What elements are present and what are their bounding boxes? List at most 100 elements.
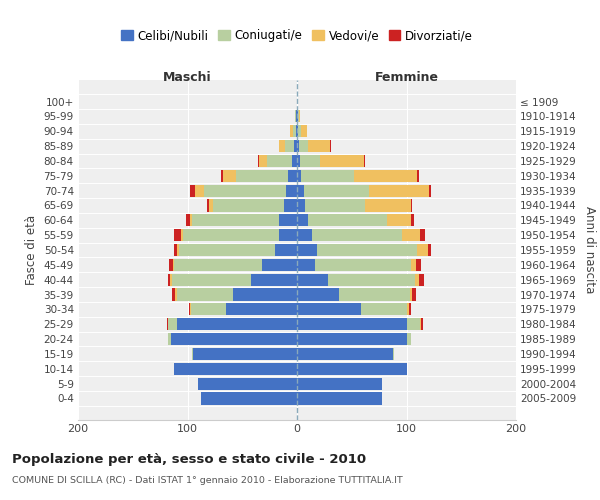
Bar	[419, 318, 421, 330]
Bar	[430, 184, 431, 196]
Bar	[297, 155, 300, 167]
Bar	[402, 229, 419, 241]
Bar	[181, 229, 183, 241]
Bar	[297, 125, 298, 138]
Bar	[407, 318, 419, 330]
Bar	[297, 200, 305, 211]
Bar	[364, 155, 365, 167]
Bar	[204, 184, 286, 196]
Bar	[212, 200, 284, 211]
Bar	[190, 184, 195, 196]
Bar	[223, 170, 236, 182]
Bar	[179, 244, 275, 256]
Bar	[314, 259, 411, 271]
Bar	[207, 200, 209, 211]
Bar	[259, 155, 268, 167]
Bar	[297, 229, 313, 241]
Bar	[305, 200, 365, 211]
Bar	[411, 259, 416, 271]
Bar	[296, 110, 297, 122]
Bar	[190, 214, 192, 226]
Bar	[275, 244, 297, 256]
Bar	[320, 155, 364, 167]
Bar	[167, 318, 168, 330]
Bar	[297, 214, 308, 226]
Bar	[285, 140, 294, 152]
Bar	[419, 274, 424, 286]
Bar	[176, 318, 297, 330]
Bar	[409, 304, 411, 316]
Bar	[415, 274, 419, 286]
Bar	[297, 288, 338, 300]
Bar	[168, 318, 176, 330]
Bar	[308, 140, 330, 152]
Bar	[304, 184, 369, 196]
Bar	[354, 170, 418, 182]
Bar	[280, 229, 297, 241]
Bar	[301, 125, 307, 138]
Bar	[300, 155, 320, 167]
Bar	[298, 110, 299, 122]
Bar	[301, 170, 354, 182]
Bar	[233, 288, 297, 300]
Bar	[183, 229, 280, 241]
Bar	[286, 184, 297, 196]
Bar	[191, 304, 226, 316]
Bar	[361, 304, 407, 316]
Bar	[416, 259, 421, 271]
Bar	[168, 333, 171, 345]
Bar	[407, 333, 411, 345]
Bar	[193, 348, 297, 360]
Bar	[257, 155, 259, 167]
Text: Maschi: Maschi	[163, 70, 212, 84]
Bar	[173, 259, 175, 271]
Bar	[294, 140, 297, 152]
Y-axis label: Anni di nascita: Anni di nascita	[583, 206, 596, 294]
Bar	[200, 392, 297, 404]
Bar	[296, 125, 297, 138]
Bar	[293, 125, 296, 138]
Bar	[407, 304, 409, 316]
Bar	[284, 200, 297, 211]
Bar	[251, 274, 297, 286]
Bar	[268, 155, 292, 167]
Bar	[421, 318, 423, 330]
Bar	[209, 200, 212, 211]
Bar	[412, 288, 416, 300]
Y-axis label: Fasce di età: Fasce di età	[25, 215, 38, 285]
Bar	[369, 184, 430, 196]
Text: COMUNE DI SCILLA (RC) - Dati ISTAT 1° gennaio 2010 - Elaborazione TUTTITALIA.IT: COMUNE DI SCILLA (RC) - Dati ISTAT 1° ge…	[12, 476, 403, 485]
Bar	[188, 304, 190, 316]
Bar	[288, 170, 297, 182]
Text: Femmine: Femmine	[374, 70, 439, 84]
Bar	[308, 214, 387, 226]
Bar	[297, 110, 298, 122]
Bar	[280, 140, 285, 152]
Bar	[297, 184, 304, 196]
Bar	[236, 170, 288, 182]
Bar	[292, 155, 297, 167]
Bar	[328, 274, 415, 286]
Bar	[297, 392, 382, 404]
Bar	[297, 170, 301, 182]
Bar	[387, 214, 411, 226]
Bar	[172, 274, 251, 286]
Bar	[418, 244, 428, 256]
Bar	[330, 140, 331, 152]
Bar	[418, 170, 419, 182]
Bar	[299, 110, 300, 122]
Bar	[295, 110, 296, 122]
Bar	[297, 274, 328, 286]
Bar	[297, 318, 407, 330]
Bar	[419, 229, 425, 241]
Bar	[175, 362, 297, 375]
Bar	[192, 348, 193, 360]
Bar	[365, 200, 411, 211]
Bar	[299, 140, 308, 152]
Bar	[338, 288, 410, 300]
Bar	[297, 244, 317, 256]
Bar	[297, 140, 299, 152]
Bar	[199, 378, 297, 390]
Bar	[170, 274, 172, 286]
Bar	[280, 214, 297, 226]
